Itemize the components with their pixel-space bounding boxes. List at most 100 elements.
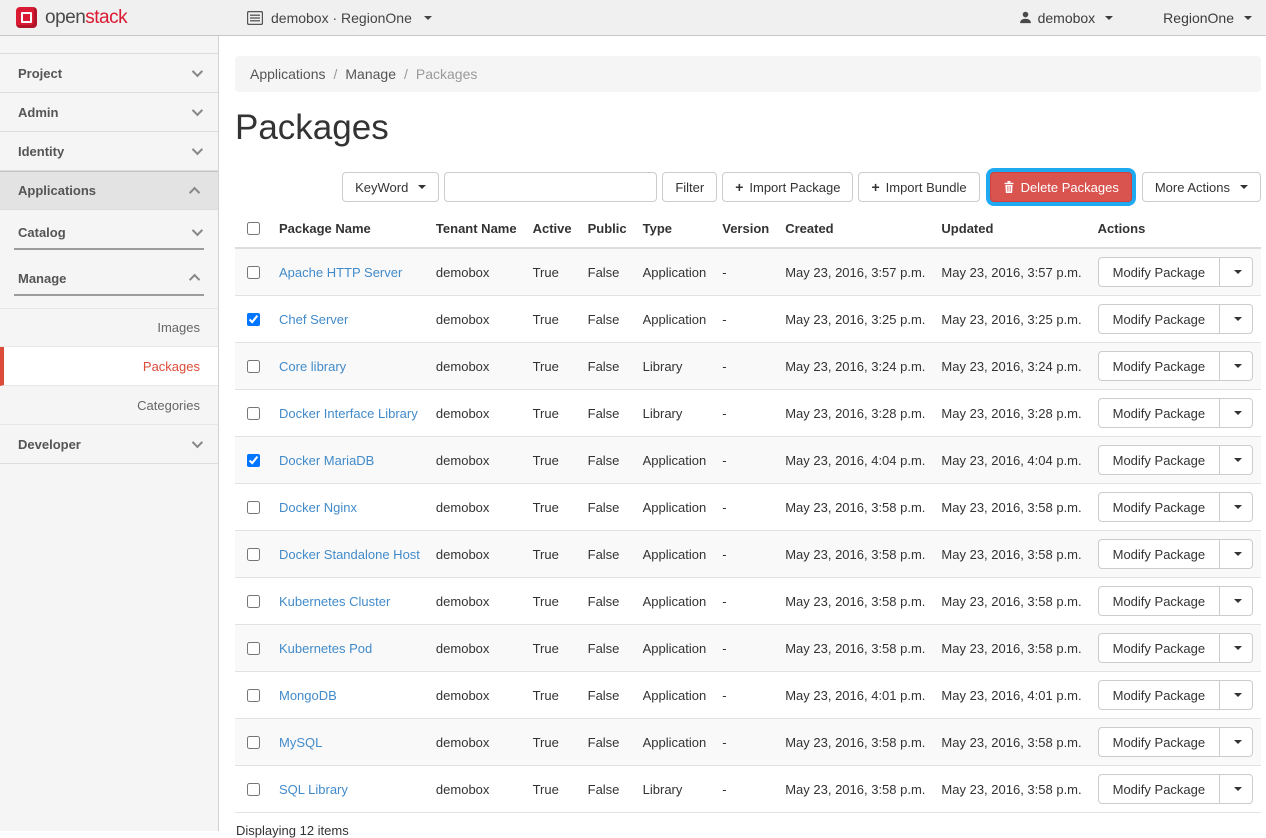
sidebar-item-packages[interactable]: Packages	[0, 347, 218, 386]
row-actions-dropdown[interactable]	[1219, 492, 1253, 522]
select-all-checkbox[interactable]	[247, 222, 260, 235]
tenant-name-cell: demobox	[428, 531, 525, 578]
modify-package-button[interactable]: Modify Package	[1098, 492, 1221, 522]
row-checkbox[interactable]	[247, 783, 260, 796]
modify-package-button[interactable]: Modify Package	[1098, 351, 1221, 381]
row-actions-dropdown[interactable]	[1219, 304, 1253, 334]
delete-packages-button[interactable]: Delete Packages	[990, 172, 1132, 202]
row-actions-dropdown[interactable]	[1219, 539, 1253, 569]
user-menu[interactable]: demobox	[1019, 10, 1114, 26]
chevron-down-icon	[1105, 16, 1113, 20]
row-checkbox[interactable]	[247, 313, 260, 326]
column-header-public[interactable]: Public	[580, 210, 635, 248]
sidebar-item-label: Developer	[18, 437, 81, 452]
package-name-link[interactable]: Docker Standalone Host	[279, 547, 420, 562]
column-header-tenant-name[interactable]: Tenant Name	[428, 210, 525, 248]
region-menu[interactable]: RegionOne	[1163, 10, 1252, 26]
row-checkbox[interactable]	[247, 548, 260, 561]
column-header-created[interactable]: Created	[777, 210, 933, 248]
breadcrumb-manage[interactable]: Manage	[345, 66, 396, 82]
row-checkbox[interactable]	[247, 454, 260, 467]
row-checkbox[interactable]	[247, 407, 260, 420]
table-row: MySQL demobox True False Application - M…	[235, 719, 1261, 766]
openstack-logo-text: openstack	[45, 7, 127, 29]
sidebar-item-label: Images	[157, 320, 200, 335]
sidebar-item-label: Admin	[18, 105, 58, 120]
modify-package-button[interactable]: Modify Package	[1098, 633, 1221, 663]
sidebar-item-catalog[interactable]: Catalog	[0, 216, 218, 248]
filter-search-input[interactable]	[444, 172, 657, 202]
package-name-link[interactable]: SQL Library	[279, 782, 348, 797]
package-name-link[interactable]: MySQL	[279, 735, 322, 750]
row-checkbox[interactable]	[247, 595, 260, 608]
row-actions-dropdown[interactable]	[1219, 727, 1253, 757]
row-checkbox[interactable]	[247, 501, 260, 514]
modify-package-button[interactable]: Modify Package	[1098, 445, 1221, 475]
active-cell: True	[525, 484, 580, 531]
sidebar-item-images[interactable]: Images	[0, 308, 218, 347]
package-name-link[interactable]: Chef Server	[279, 312, 348, 327]
import-bundle-button[interactable]: + Import Bundle	[858, 172, 979, 202]
package-name-link[interactable]: Docker MariaDB	[279, 453, 374, 468]
type-cell: Application	[635, 437, 715, 484]
modify-package-button[interactable]: Modify Package	[1098, 680, 1221, 710]
tenant-name-cell: demobox	[428, 672, 525, 719]
row-actions-dropdown[interactable]	[1219, 586, 1253, 616]
public-cell: False	[580, 531, 635, 578]
sidebar-item-identity[interactable]: Identity	[0, 132, 218, 171]
column-header-type[interactable]: Type	[635, 210, 715, 248]
sidebar-item-applications[interactable]: Applications	[0, 171, 218, 210]
package-name-link[interactable]: Docker Interface Library	[279, 406, 418, 421]
more-actions-dropdown[interactable]: More Actions	[1142, 172, 1261, 202]
package-name-link[interactable]: Docker Nginx	[279, 500, 357, 515]
row-actions-dropdown[interactable]	[1219, 257, 1253, 287]
modify-package-button[interactable]: Modify Package	[1098, 774, 1221, 804]
modify-package-button[interactable]: Modify Package	[1098, 586, 1221, 616]
project-region-switcher[interactable]: demobox · RegionOne	[219, 10, 432, 26]
column-header-updated[interactable]: Updated	[933, 210, 1089, 248]
row-checkbox[interactable]	[247, 266, 260, 279]
column-header-active[interactable]: Active	[525, 210, 580, 248]
modify-package-button[interactable]: Modify Package	[1098, 257, 1221, 287]
modify-package-button[interactable]: Modify Package	[1098, 398, 1221, 428]
sidebar-item-project[interactable]: Project	[0, 54, 218, 93]
row-actions-dropdown[interactable]	[1219, 633, 1253, 663]
sidebar-item-categories[interactable]: Categories	[0, 386, 218, 425]
row-checkbox[interactable]	[247, 360, 260, 373]
modify-package-button[interactable]: Modify Package	[1098, 727, 1221, 757]
row-actions-dropdown[interactable]	[1219, 680, 1253, 710]
divider	[14, 248, 204, 250]
sidebar-item-manage[interactable]: Manage	[0, 262, 218, 294]
active-cell: True	[525, 578, 580, 625]
sidebar-item-admin[interactable]: Admin	[0, 93, 218, 132]
import-package-button[interactable]: + Import Package	[722, 172, 853, 202]
row-actions-dropdown[interactable]	[1219, 774, 1253, 804]
row-checkbox[interactable]	[247, 689, 260, 702]
column-header-version[interactable]: Version	[714, 210, 777, 248]
package-name-link[interactable]: MongoDB	[279, 688, 337, 703]
chevron-up-icon	[189, 274, 200, 285]
sidebar-item-label: Manage	[18, 271, 66, 286]
row-checkbox[interactable]	[247, 642, 260, 655]
package-name-link[interactable]: Kubernetes Pod	[279, 641, 372, 656]
table-row: Docker Interface Library demobox True Fa…	[235, 390, 1261, 437]
package-name-link[interactable]: Kubernetes Cluster	[279, 594, 390, 609]
version-cell: -	[714, 766, 777, 813]
package-name-link[interactable]: Core library	[279, 359, 346, 374]
sidebar-item-developer[interactable]: Developer	[0, 425, 218, 464]
column-header-package-name[interactable]: Package Name	[271, 210, 428, 248]
filter-button[interactable]: Filter	[662, 172, 717, 202]
table-row: Apache HTTP Server demobox True False Ap…	[235, 248, 1261, 296]
row-actions-dropdown[interactable]	[1219, 351, 1253, 381]
breadcrumb-separator: /	[404, 66, 408, 82]
row-actions-dropdown[interactable]	[1219, 398, 1253, 428]
modify-package-button[interactable]: Modify Package	[1098, 539, 1221, 569]
openstack-logo[interactable]: openstack	[0, 7, 219, 29]
row-actions-dropdown[interactable]	[1219, 445, 1253, 475]
chevron-down-icon	[1234, 270, 1242, 274]
package-name-link[interactable]: Apache HTTP Server	[279, 265, 402, 280]
breadcrumb-applications[interactable]: Applications	[250, 66, 326, 82]
row-checkbox[interactable]	[247, 736, 260, 749]
modify-package-button[interactable]: Modify Package	[1098, 304, 1221, 334]
keyword-dropdown[interactable]: KeyWord	[342, 172, 439, 202]
